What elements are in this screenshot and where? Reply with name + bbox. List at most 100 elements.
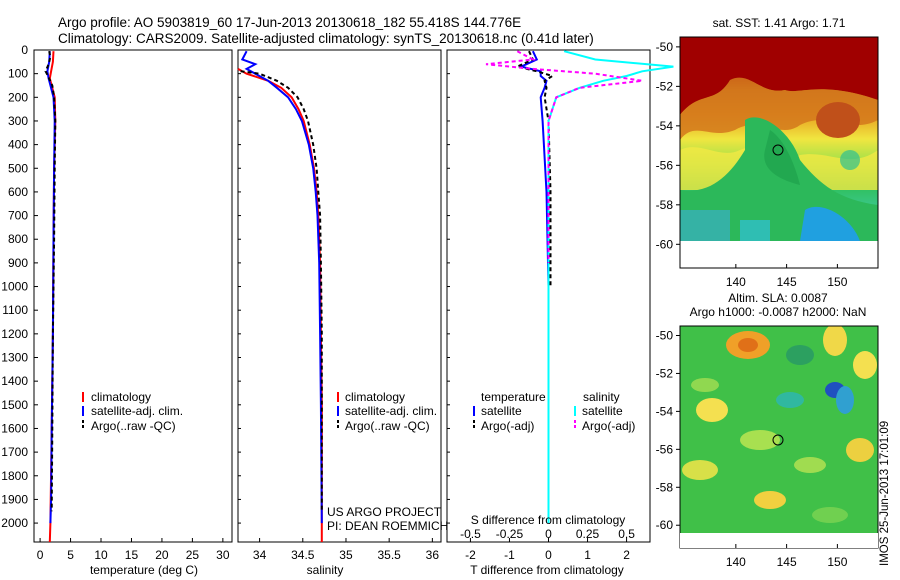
legend-satellite-label: satellite-adj. clim.	[91, 404, 183, 418]
depth-tick-label: 1700	[1, 445, 28, 459]
depth-tick-label: 500	[8, 161, 28, 175]
legend-t-argo-label: Argo(-adj)	[481, 419, 534, 433]
depth-tick-label: 400	[8, 138, 28, 152]
depth-tick-label: 900	[8, 256, 28, 270]
sla-map-y-tick-label: -60	[656, 518, 674, 532]
x-tick-label: 15	[125, 548, 139, 562]
x-tick-label: 35	[339, 548, 353, 562]
salinity-series-climatology	[237, 68, 323, 542]
x-tick-label: 2	[623, 548, 630, 562]
x-tick-label: 25	[186, 548, 200, 562]
sst-map-y-tick-label: -54	[656, 119, 674, 133]
depth-tick-label: 1300	[1, 351, 28, 365]
salinity-series-satellite-adj-clim-	[240, 50, 323, 524]
sst-map-y-tick-label: -56	[656, 158, 674, 172]
legend-s-satellite-label: satellite	[582, 404, 623, 418]
legend-climatology-label: climatology	[345, 390, 405, 404]
s-diff-tick-label: 0.25	[576, 527, 600, 541]
sst-map-y-tick-label: -58	[656, 198, 674, 212]
temperature-series-satellite-adj-clim-	[46, 51, 56, 524]
sst-map	[680, 37, 878, 241]
sla-map-subtitle: Argo h1000: -0.0087 h2000: NaN	[690, 305, 867, 319]
sla-map	[680, 326, 878, 533]
depth-tick-label: 1800	[1, 469, 28, 483]
depth-tick-label: 1900	[1, 492, 28, 506]
figure-title-line1: Argo profile: AO 5903819_60 17-Jun-2013 …	[58, 15, 521, 30]
sla-map-x-tick-label: 150	[827, 555, 847, 569]
salinity-xlabel: salinity	[307, 563, 344, 577]
salinity-plot-frame	[237, 49, 442, 543]
sst-map-x-tick-label: 150	[827, 275, 847, 289]
legend-satellite-label: satellite-adj. clim.	[345, 404, 437, 418]
timestamp-label: IMOS 25-Jun-2013 17:01:09	[879, 421, 891, 566]
x-tick-label: 0	[545, 548, 552, 562]
x-tick-label: -1	[504, 548, 515, 562]
depth-tick-label: 1200	[1, 327, 28, 341]
sst-map-y-tick-label: -52	[656, 79, 674, 93]
depth-tick-label: 1500	[1, 398, 28, 412]
sst-map-title: sat. SST: 1.41 Argo: 1.71	[713, 16, 846, 30]
sla-map-x-tick-label: 145	[777, 555, 797, 569]
sla-map-y-tick-label: -58	[656, 480, 674, 494]
legend-temperature-title: temperature	[481, 390, 546, 404]
depth-tick-label: 1000	[1, 280, 28, 294]
legend-s-argo-label: Argo(-adj)	[582, 419, 635, 433]
sst-map-x-tick-label: 145	[777, 275, 797, 289]
sla-map-x-tick-label: 140	[726, 555, 746, 569]
difference-legend: temperature satellite Argo(-adj) salinit…	[473, 390, 635, 433]
x-tick-label: 0	[37, 548, 44, 562]
sla-map-y-tick-label: -54	[656, 404, 674, 418]
legend-climatology-label: climatology	[91, 390, 151, 404]
depth-tick-label: 300	[8, 114, 28, 128]
legend-argo-label: Argo(..raw -QC)	[345, 419, 430, 433]
x-tick-label: 34.5	[291, 548, 315, 562]
difference-series-salinity-satellite	[547, 50, 674, 524]
sst-map-frame	[679, 36, 879, 269]
s-diff-tick-label: 0.5	[618, 527, 635, 541]
depth-tick-label: 100	[8, 67, 28, 81]
temperature-legend: climatology satellite-adj. clim. Argo(..…	[82, 390, 183, 433]
s-diff-tick-label: 0	[545, 527, 552, 541]
figure-title-line2: Climatology: CARS2009. Satellite-adjuste…	[58, 31, 594, 46]
x-tick-label: 34	[253, 548, 267, 562]
depth-tick-label: 800	[8, 232, 28, 246]
legend-salinity-title: salinity	[583, 390, 620, 404]
difference-series-temperature-satellite	[518, 50, 550, 524]
depth-tick-label: 0	[21, 43, 28, 57]
depth-tick-label: 700	[8, 209, 28, 223]
sla-map-y-tick-label: -52	[656, 366, 674, 380]
temperature-plot-frame	[33, 49, 233, 543]
legend-t-satellite-label: satellite	[481, 404, 522, 418]
depth-tick-label: 1600	[1, 421, 28, 435]
s-diff-tick-label: -0.25	[496, 527, 524, 541]
difference-xlabel-top: S difference from climatology	[471, 513, 626, 527]
depth-tick-label: 200	[8, 90, 28, 104]
sst-map-y-tick-label: -50	[656, 40, 674, 54]
sst-map-x-tick-label: 140	[726, 275, 746, 289]
sla-map-y-tick-label: -50	[656, 328, 674, 342]
depth-tick-label: 1400	[1, 374, 28, 388]
project-name: US ARGO PROJECT	[327, 505, 442, 519]
x-tick-label: 35.5	[377, 548, 401, 562]
s-diff-tick-label: -0.5	[460, 527, 481, 541]
depth-tick-label: 2000	[1, 516, 28, 530]
sla-argo-marker	[772, 434, 784, 446]
salinity-series-argo-raw-qc-	[240, 70, 323, 512]
sst-map-y-tick-label: -60	[656, 237, 674, 251]
x-tick-label: 5	[67, 548, 74, 562]
difference-xlabel: T difference from climatology	[470, 563, 624, 577]
x-tick-label: 20	[155, 548, 169, 562]
sla-map-title: Altim. SLA: 0.0087	[728, 291, 828, 305]
temperature-xlabel: temperature (deg C)	[90, 563, 198, 577]
x-tick-label: 10	[94, 548, 108, 562]
x-tick-label: -2	[465, 548, 476, 562]
depth-tick-label: 1100	[2, 303, 28, 317]
x-tick-label: 30	[216, 548, 230, 562]
salinity-legend: climatology satellite-adj. clim. Argo(..…	[337, 390, 437, 433]
sla-map-nodata	[680, 533, 878, 548]
project-pi: PI: DEAN ROEMMICH	[327, 519, 448, 533]
legend-argo-label: Argo(..raw -QC)	[91, 419, 176, 433]
sla-map-y-tick-label: -56	[656, 442, 674, 456]
x-tick-label: 36	[426, 548, 440, 562]
